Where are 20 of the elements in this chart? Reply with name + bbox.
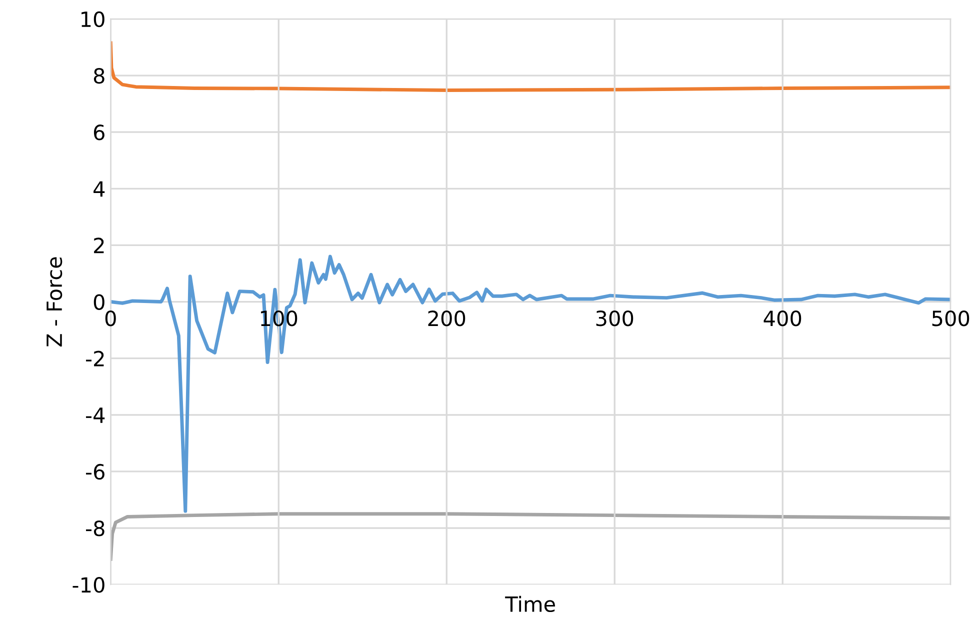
y-tick-label: -10 xyxy=(72,577,104,593)
y-tick-label: 10 xyxy=(82,11,104,28)
y-tick-label: 0 xyxy=(94,294,104,310)
y-tick-label: 2 xyxy=(94,238,104,254)
x-tick-label: 200 xyxy=(428,310,466,326)
y-tick-label: 6 xyxy=(94,124,104,140)
line-series xyxy=(110,41,951,92)
y-tick-label: 4 xyxy=(94,181,105,197)
x-axis-title: Time xyxy=(505,596,555,612)
y-tick-label: 8 xyxy=(94,68,104,84)
line-series xyxy=(110,512,951,561)
x-tick-label: 500 xyxy=(932,310,970,326)
y-tick-label: -8 xyxy=(86,520,104,536)
y-tick-label: -4 xyxy=(86,408,105,423)
x-tick-label: 0 xyxy=(105,310,116,326)
x-tick-label: 300 xyxy=(596,310,634,326)
y-tick-label: -2 xyxy=(86,350,104,366)
x-tick-label: 400 xyxy=(764,310,802,326)
y-axis-title: Z - Force xyxy=(46,257,62,347)
y-tick-label: -6 xyxy=(86,464,104,480)
